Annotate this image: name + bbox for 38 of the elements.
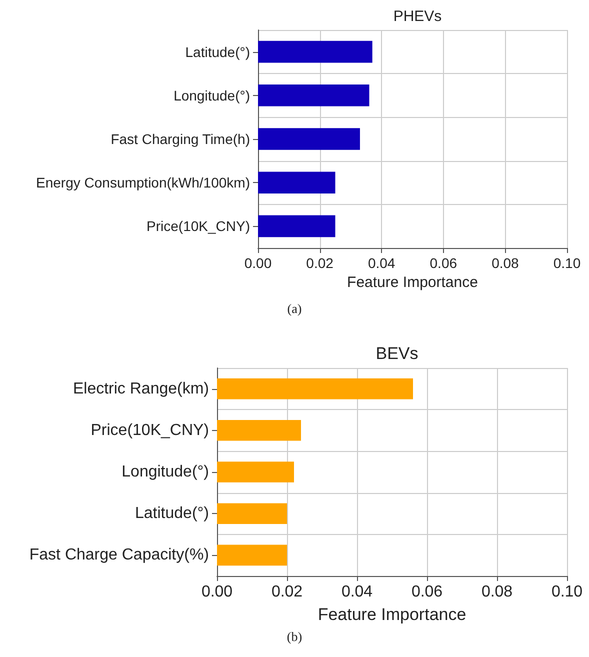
bar [217,462,294,482]
x-tick-label: 0.00 [244,255,272,271]
bar [258,128,360,150]
text: (b) [286,629,302,644]
y-tick-label: Price(10K_CNY) [146,218,250,234]
y-tick-label: Longitude(°) [174,87,250,104]
chart-title: BEVs [376,344,418,363]
bar [258,172,336,194]
text: (a) [287,301,302,316]
bar [217,420,301,441]
x-tick-label: 0.04 [341,584,373,600]
x-tick-label: 0.10 [551,584,583,600]
bar [258,40,372,63]
y-tick-label: Latitude(°) [135,505,209,522]
x-tick-label: 0.00 [201,584,233,600]
bar [217,503,287,524]
y-tick-label: Price(10K_CNY) [90,422,209,439]
chart-title: PHEVs [393,8,442,25]
x-tick-label: 0.10 [553,255,581,271]
x-tick-label: 0.06 [430,255,458,271]
x-axis-title: Feature Importance [318,605,466,624]
x-tick-label: 0.04 [368,255,396,271]
x-axis-title: Feature Importance [347,274,478,291]
bar [258,84,370,106]
bar [258,215,336,238]
x-tick-label: 0.08 [492,255,520,271]
y-tick-label: Longitude(°) [122,464,209,480]
x-tick-label: 0.06 [411,584,443,600]
y-tick-label: Energy Consumption(kWh/100km) [36,174,250,191]
bar [217,378,413,400]
y-tick-label: Fast Charging Time(h) [110,131,250,147]
y-tick-label: Latitude(°) [185,44,250,60]
x-tick-label: 0.02 [306,255,334,271]
y-tick-label: Electric Range(km) [72,380,209,398]
y-tick-label: Fast Charge Capacity(%) [29,546,209,564]
x-tick-label: 0.02 [271,584,303,600]
x-tick-label: 0.08 [481,584,513,600]
bar [217,544,287,566]
